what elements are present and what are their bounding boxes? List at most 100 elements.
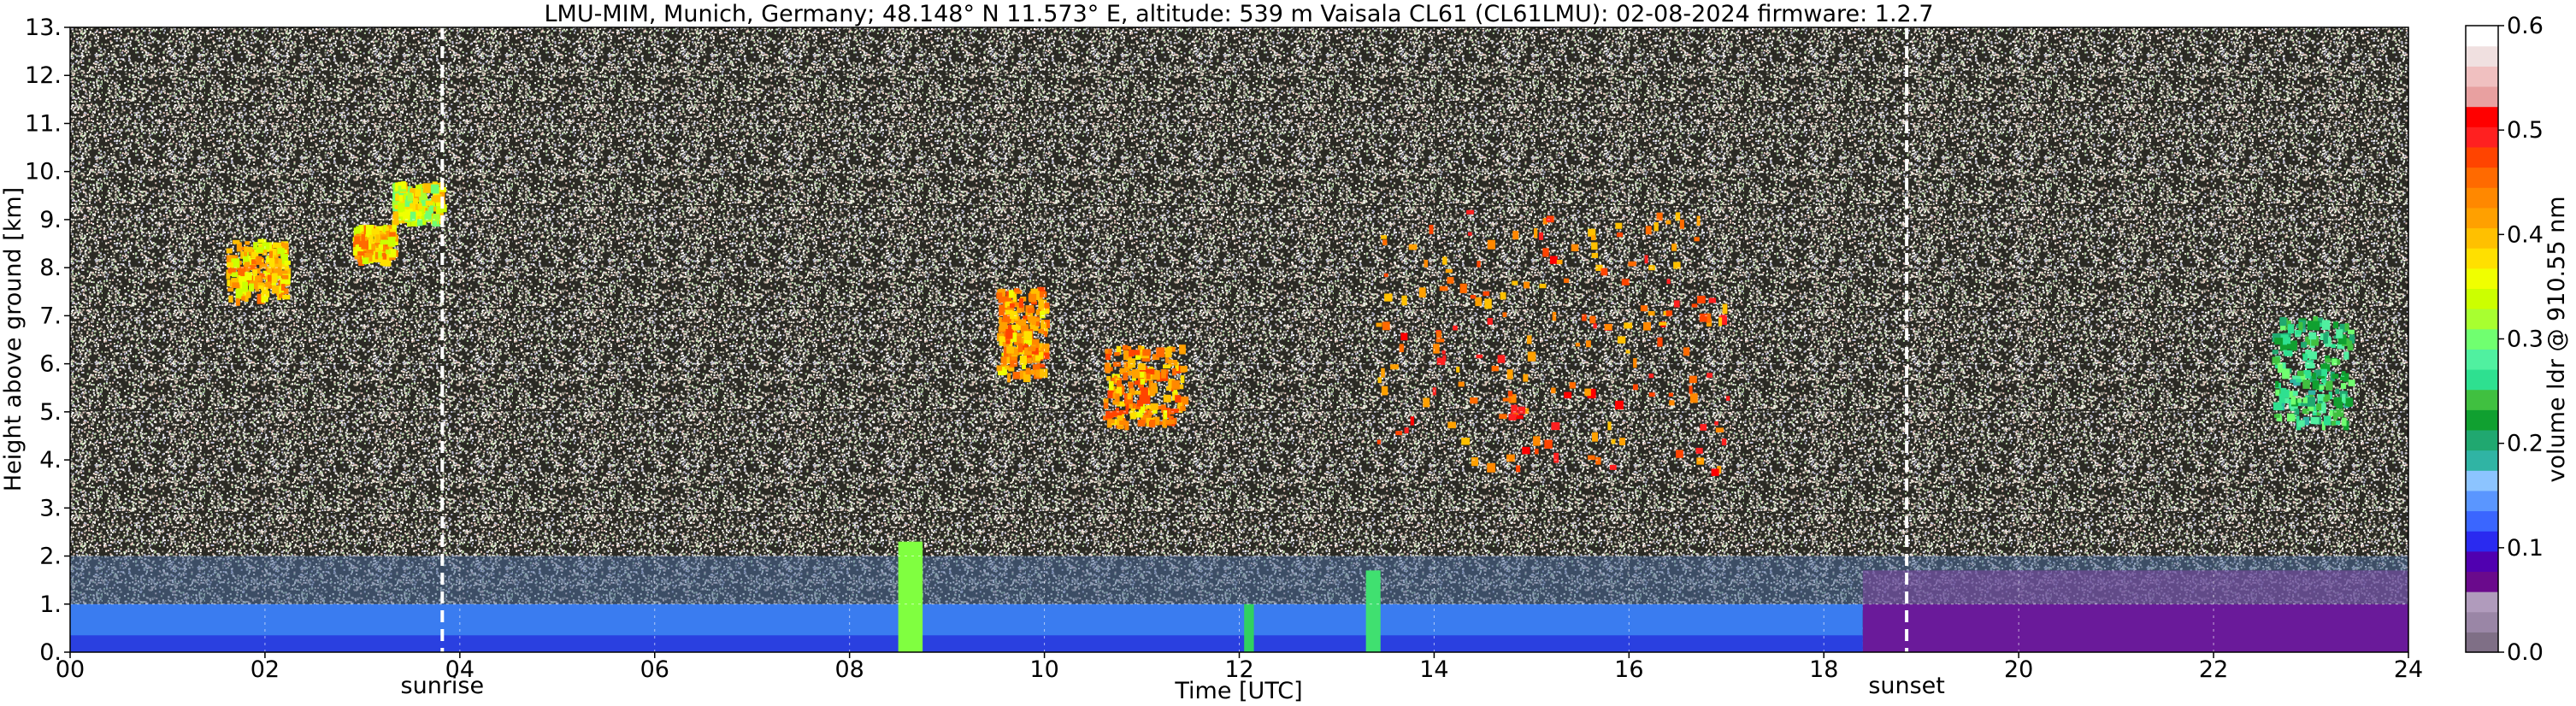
cloud-pixel — [1172, 368, 1176, 376]
cloud-pixel — [1019, 370, 1026, 379]
cloud-pixel — [1123, 372, 1129, 380]
cloud-pixel — [1119, 421, 1127, 425]
cloud-pixel — [1502, 397, 1512, 402]
cloud-pixel — [432, 219, 438, 227]
cloud-pixel — [251, 249, 258, 254]
cloud-pixel — [365, 225, 374, 235]
cloud-pixel — [251, 259, 258, 265]
cloud-pixel — [1158, 405, 1166, 410]
colorbar-segment — [2466, 288, 2498, 309]
colorbar-segment — [2466, 26, 2498, 47]
cloud-pixel — [1005, 299, 1012, 308]
cloud-pixel — [233, 239, 240, 244]
cloud-pixel — [1115, 393, 1120, 403]
cloud-pixel — [2323, 415, 2331, 426]
cloud-pixel — [232, 272, 239, 278]
cloud-pixel — [1173, 390, 1178, 394]
cloud-pixel — [1122, 344, 1129, 350]
cloud-pixel — [1542, 248, 1549, 257]
cloud-pixel — [1039, 351, 1044, 360]
x-tick-label: 00 — [56, 656, 85, 683]
cloud-pixel — [2323, 397, 2329, 403]
cloud-pixel — [1030, 301, 1037, 305]
cloud-pixel — [1023, 372, 1031, 383]
chart-title: LMU-MIM, Munich, Germany; 48.148° N 11.5… — [544, 1, 1933, 27]
cloud-pixel — [1665, 310, 1672, 317]
cloud-pixel — [271, 273, 278, 283]
cloud-pixel — [1044, 320, 1050, 328]
cloud-pixel — [282, 243, 289, 250]
cloud-pixel — [1381, 235, 1388, 239]
cloud-pixel — [1125, 400, 1129, 411]
cloud-pixel — [389, 232, 396, 237]
cloud-pixel — [1023, 315, 1030, 321]
cloud-pixel — [1032, 364, 1040, 370]
cloud-pixel — [1382, 321, 1390, 331]
cloud-pixel — [1108, 380, 1114, 391]
cloud-pixel — [2336, 409, 2344, 417]
cloud-pixel — [1137, 345, 1142, 350]
cloud-pixel — [1689, 385, 1693, 394]
cloud-pixel — [2280, 387, 2287, 397]
cloud-pixel — [1611, 438, 1616, 444]
colorbar-tick-label: 0.2 — [2507, 431, 2544, 457]
cloud-pixel — [431, 197, 436, 208]
cloud-pixel — [227, 262, 233, 268]
cloud-pixel — [1607, 421, 1612, 431]
cloud-pixel — [1445, 268, 1453, 274]
cloud-pixel — [1011, 332, 1017, 343]
cloud-pixel — [1600, 268, 1608, 276]
cloud-pixel — [2336, 329, 2343, 338]
cloud-pixel — [1708, 297, 1716, 303]
cloud-pixel — [2313, 321, 2320, 331]
cloud-pixel — [1149, 390, 1156, 396]
cloud-pixel — [1483, 291, 1490, 297]
cloud-pixel — [398, 181, 404, 187]
cloud-pixel — [1689, 375, 1697, 383]
cloud-pixel — [2349, 334, 2355, 344]
cloud-pixel — [1116, 386, 1123, 397]
cloud-pixel — [256, 256, 262, 265]
cloud-pixel — [1418, 287, 1426, 298]
cloud-pixel — [1030, 288, 1039, 297]
cloud-pixel — [1138, 345, 1145, 356]
colorbar-segment — [2466, 66, 2498, 87]
cloud-pixel — [385, 227, 389, 231]
cloud-pixel — [242, 281, 249, 292]
annotation-labels: sunrise sunset — [401, 673, 1945, 699]
cloud-pixel — [1433, 344, 1440, 354]
cloud-pixel — [1691, 303, 1698, 308]
colorbar-segment — [2466, 349, 2498, 370]
cloud-pixel — [1497, 355, 1506, 363]
x-tick-label: 06 — [640, 656, 669, 683]
colorbar-segment — [2466, 470, 2498, 491]
cloud-pixel — [1040, 291, 1047, 297]
cloud-pixel — [377, 226, 383, 232]
cloud-pixel — [1475, 297, 1482, 307]
cloud-pixel — [361, 234, 365, 241]
cloud-features — [226, 181, 2355, 476]
cloud-pixel — [1037, 286, 1046, 294]
cloud-pixel — [265, 281, 271, 287]
cloud-pixel — [1484, 298, 1492, 309]
cloud-pixel — [377, 249, 382, 259]
cloud-pixel — [2308, 351, 2318, 360]
cloud-pixel — [1696, 215, 1701, 226]
cloud-pixel — [237, 266, 246, 275]
cloud-pixel — [1044, 303, 1050, 309]
cloud-pixel — [1604, 324, 1612, 330]
cloud-pixel — [422, 189, 429, 193]
cloud-pixel — [245, 241, 251, 245]
cloud-pixel — [227, 287, 234, 292]
cloud-pixel — [2301, 342, 2308, 348]
y-tick-label: 12. — [25, 62, 62, 89]
x-tick-label: 24 — [2394, 656, 2423, 683]
cloud-pixel — [1615, 222, 1623, 229]
cloud-pixel — [1111, 419, 1119, 426]
cloud-pixel — [1168, 379, 1176, 389]
cloud-pixel — [280, 270, 286, 277]
cloud-pixel — [258, 285, 264, 290]
cloud-pixel — [1005, 328, 1013, 339]
cloud-pixel — [1011, 356, 1017, 361]
cloud-pixel — [1569, 382, 1576, 389]
